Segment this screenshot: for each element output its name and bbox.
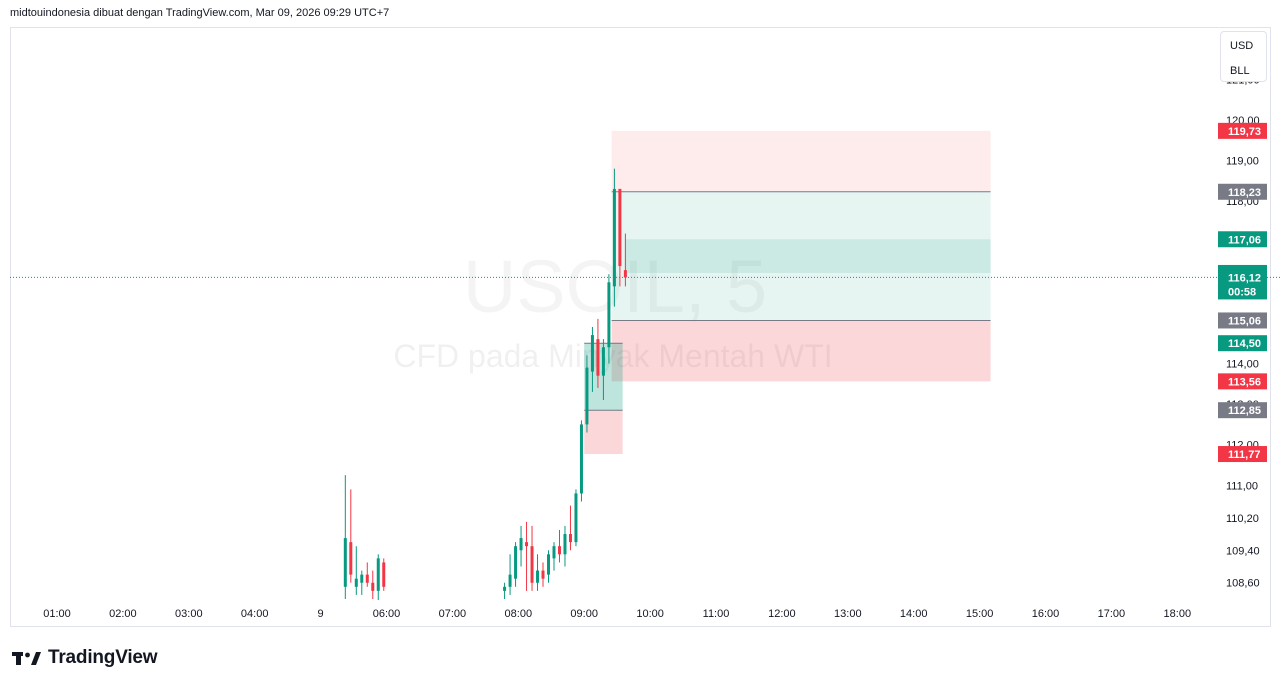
price-label-text: 116,12 bbox=[1228, 272, 1261, 284]
candle-body bbox=[382, 562, 386, 587]
candle-body bbox=[354, 578, 358, 587]
tradingview-logo-icon bbox=[12, 652, 41, 665]
x-tick-label: 04:00 bbox=[241, 608, 269, 620]
candle-body bbox=[371, 582, 375, 591]
candle-body bbox=[568, 534, 572, 543]
x-tick-label: 12:00 bbox=[768, 608, 796, 620]
candle-body bbox=[612, 188, 616, 287]
x-tick-label: 11:00 bbox=[703, 608, 730, 620]
x-tick-label: 06:00 bbox=[373, 608, 401, 620]
candle-body bbox=[547, 554, 551, 575]
countdown-label-text: 00:58 bbox=[1228, 286, 1256, 298]
price-label-bg bbox=[1218, 373, 1267, 390]
position-inner-zone bbox=[624, 239, 991, 273]
price-label-bg bbox=[1218, 335, 1267, 352]
x-tick-label: 03:00 bbox=[175, 608, 203, 620]
price-label-text: 115,06 bbox=[1228, 315, 1261, 327]
candle-body bbox=[557, 546, 561, 555]
unit-label[interactable]: BLL bbox=[1230, 65, 1250, 77]
candle-body bbox=[585, 367, 589, 425]
chart-header-text: midtouindonesia dibuat dengan TradingVie… bbox=[10, 7, 390, 19]
candle-body bbox=[596, 339, 600, 376]
brand: TradingView bbox=[12, 646, 158, 670]
x-tick-label: 02:00 bbox=[109, 608, 137, 620]
candle-body bbox=[530, 546, 534, 583]
brand-name: TradingView bbox=[48, 647, 158, 668]
price-label-bg bbox=[1218, 269, 1267, 300]
y-tick-label: 109,40 bbox=[1226, 545, 1260, 557]
price-label-bg bbox=[1218, 402, 1267, 419]
price-labels: 119,73118,23117,06116,23116,1200:58115,0… bbox=[1218, 122, 1267, 463]
candle-body bbox=[607, 282, 611, 348]
x-tick-label: 15:00 bbox=[966, 608, 994, 620]
x-tick-label: 18:00 bbox=[1164, 608, 1192, 620]
chart-frame[interactable] bbox=[10, 27, 1271, 627]
price-label-text: 111,77 bbox=[1228, 449, 1260, 461]
x-tick-label: 14:00 bbox=[900, 608, 928, 620]
price-label-text: 112,85 bbox=[1228, 405, 1261, 417]
x-tick-label: 01:00 bbox=[43, 608, 71, 620]
candle-body bbox=[601, 347, 605, 376]
candle-body bbox=[503, 586, 507, 591]
watermark-description: CFD pada Minyak Mentah WTI bbox=[393, 338, 832, 374]
currency-label[interactable]: USD bbox=[1230, 40, 1254, 52]
position-profit-zone bbox=[611, 191, 991, 321]
price-label-text: 119,73 bbox=[1228, 126, 1261, 138]
position-loss-zone bbox=[611, 320, 991, 382]
x-tick-label: 16:00 bbox=[1032, 608, 1060, 620]
price-label-bg bbox=[1218, 312, 1267, 329]
candle-body bbox=[618, 188, 622, 267]
candle-body bbox=[552, 546, 556, 559]
candle-body bbox=[519, 538, 523, 551]
candles bbox=[343, 168, 627, 600]
candle-body bbox=[343, 538, 347, 587]
candle-body bbox=[623, 270, 627, 278]
time-axis[interactable]: 01:00 02:00 03:00 04:00 9 06:00 07:00 08:00 09:0… bbox=[43, 608, 1191, 620]
price-label-text: 118,23 bbox=[1228, 187, 1261, 199]
candle-body bbox=[536, 570, 540, 583]
price-label-bg bbox=[1218, 446, 1267, 463]
x-tick-label: 9 bbox=[318, 608, 324, 620]
x-tick-label: 07:00 bbox=[439, 608, 467, 620]
candle-body bbox=[590, 335, 594, 372]
price-label-bg bbox=[1218, 183, 1267, 200]
candle-body bbox=[349, 542, 353, 575]
candle-body bbox=[579, 424, 583, 494]
candle-body bbox=[563, 534, 567, 555]
y-tick-label: 110,20 bbox=[1226, 513, 1259, 525]
candle-body bbox=[360, 574, 364, 583]
x-tick-label: 09:00 bbox=[570, 608, 598, 620]
candle-body bbox=[365, 574, 369, 583]
candle-body bbox=[514, 546, 518, 579]
candle-body bbox=[525, 542, 529, 547]
position-outer-zone bbox=[611, 130, 991, 192]
x-tick-label: 13:00 bbox=[834, 608, 862, 620]
price-label-bg bbox=[1218, 122, 1267, 139]
y-tick-label: 119,00 bbox=[1226, 156, 1259, 168]
x-tick-label: 08:00 bbox=[505, 608, 533, 620]
candle-series bbox=[343, 168, 627, 600]
price-label-text: 113,56 bbox=[1228, 376, 1261, 388]
y-tick-label: 111,00 bbox=[1226, 480, 1258, 492]
y-tick-label: 108,60 bbox=[1226, 578, 1260, 590]
candle-body bbox=[541, 570, 545, 579]
price-label-bg bbox=[1218, 231, 1267, 248]
long-position-large[interactable] bbox=[611, 130, 991, 382]
candle-body bbox=[376, 558, 380, 591]
candle-body bbox=[574, 493, 578, 543]
x-tick-label: 17:00 bbox=[1098, 608, 1126, 620]
candle-body bbox=[508, 574, 512, 587]
x-tick-label: 10:00 bbox=[636, 608, 664, 620]
units-selector[interactable]: USD BLL bbox=[1220, 31, 1267, 82]
price-label-text: 114,50 bbox=[1228, 338, 1261, 350]
price-axis[interactable]: 121,00120,00119,00118,00114,00113,00112,… bbox=[1226, 74, 1260, 589]
price-label-text: 117,06 bbox=[1228, 234, 1261, 246]
y-tick-label: 114,00 bbox=[1226, 359, 1259, 371]
position-loss-zone bbox=[584, 410, 623, 455]
position-tools[interactable] bbox=[584, 130, 991, 455]
